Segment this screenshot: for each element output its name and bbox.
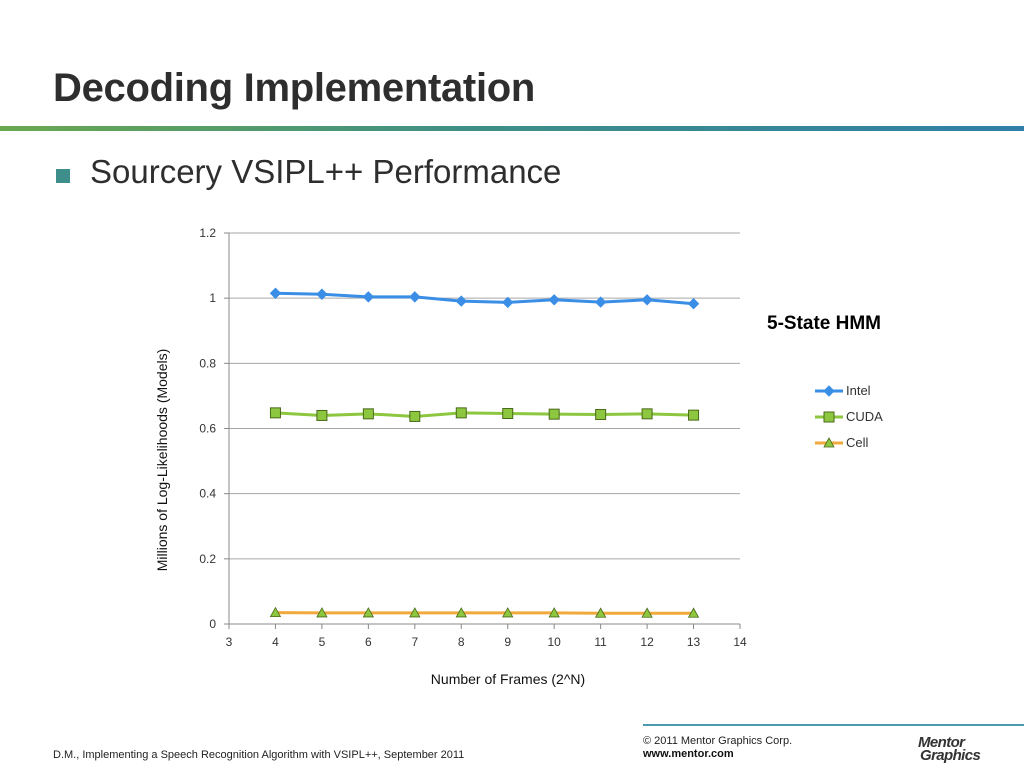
data-point-cuda [455,407,467,419]
data-point-intel [269,287,282,299]
data-point-cuda [409,410,421,422]
legend-label-cell: Cell [846,435,869,450]
data-point-cuda [595,408,607,420]
footer-url-link[interactable]: www.mentor.com [643,748,734,760]
legend-marker-intel [823,385,835,397]
data-point-cuda [502,408,514,420]
legend-label-intel: Intel [846,383,871,398]
data-point-cell [548,607,560,618]
bullet-text: Sourcery VSIPL++ Performance [90,153,562,190]
data-point-intel [502,296,514,309]
data-point-cell [362,607,375,618]
x-tick-label: 12 [640,635,654,649]
data-point-cuda [362,408,374,420]
x-tick-label: 4 [272,635,279,649]
y-tick-label: 0 [209,617,216,631]
series-line-cuda [275,411,694,418]
data-point-cuda [688,409,700,421]
y-tick-label: 0.2 [199,552,216,566]
data-point-intel [594,296,607,308]
footer-copyright: © 2011 Mentor Graphics Corp. [643,735,793,747]
y-tick-label: 0.4 [199,487,216,501]
chart-axes [224,232,741,629]
x-axis-title: Number of Frames (2^N) [431,671,585,687]
slide-title: Decoding Implementation [53,66,536,110]
y-axis-title: Millions of Log-Likelihoods (Models) [154,349,170,572]
x-tick-label: 13 [687,635,701,649]
x-tick-label: 10 [548,635,562,649]
data-point-cuda [641,408,653,420]
data-point-cuda [548,408,560,420]
chart-series [269,287,700,618]
legend-marker-cuda [823,411,835,423]
data-point-cell [409,607,421,618]
chart-labels: 0 0.2 0.4 0.6 0.8 1 1.2 3 4 5 6 7 8 9 10 11 12 13 14 [199,226,747,649]
data-point-cell [687,607,700,618]
x-tick-label: 8 [458,635,465,649]
series-line-intel [275,291,694,306]
data-point-cuda [269,407,281,419]
mentor-graphics-logo: Mentor Graphics [918,734,981,764]
chart-annotation: 5-State HMM [767,313,881,334]
data-point-cell [316,607,328,618]
x-tick-label: 5 [319,635,326,649]
data-point-cell [455,607,467,618]
data-point-intel [316,288,328,300]
x-tick-label: 9 [504,635,511,649]
x-tick-label: 6 [365,635,372,649]
data-point-cell [502,607,514,618]
legend-marker-cell [823,437,835,448]
legend-label-cuda: CUDA [846,409,883,424]
x-tick-label: 3 [226,635,233,649]
data-point-intel [455,295,467,307]
data-point-intel [687,297,700,310]
chart-gridlines [229,232,740,625]
chart-legend: Intel CUDA Cell [815,383,883,450]
data-point-intel [409,291,421,303]
x-tick-label: 11 [594,635,607,649]
data-point-intel [548,294,560,306]
y-tick-label: 0.6 [199,422,216,436]
y-tick-label: 1 [209,291,216,305]
x-tick-label: 7 [411,635,418,649]
y-tick-label: 1.2 [199,226,216,240]
series-line-cell [275,611,694,615]
bullet-square-icon [56,169,70,183]
data-point-intel [641,294,653,306]
data-point-intel [362,291,375,303]
data-point-cell [594,607,607,618]
data-point-cell [269,606,282,617]
title-divider [0,126,1024,131]
data-point-cuda [316,409,328,421]
x-tick-label: 14 [733,635,747,649]
footer-divider [643,724,1024,726]
data-point-cell [641,607,653,618]
y-tick-label: 0.8 [199,356,216,370]
footer-citation: D.M., Implementing a Speech Recognition … [53,749,465,761]
